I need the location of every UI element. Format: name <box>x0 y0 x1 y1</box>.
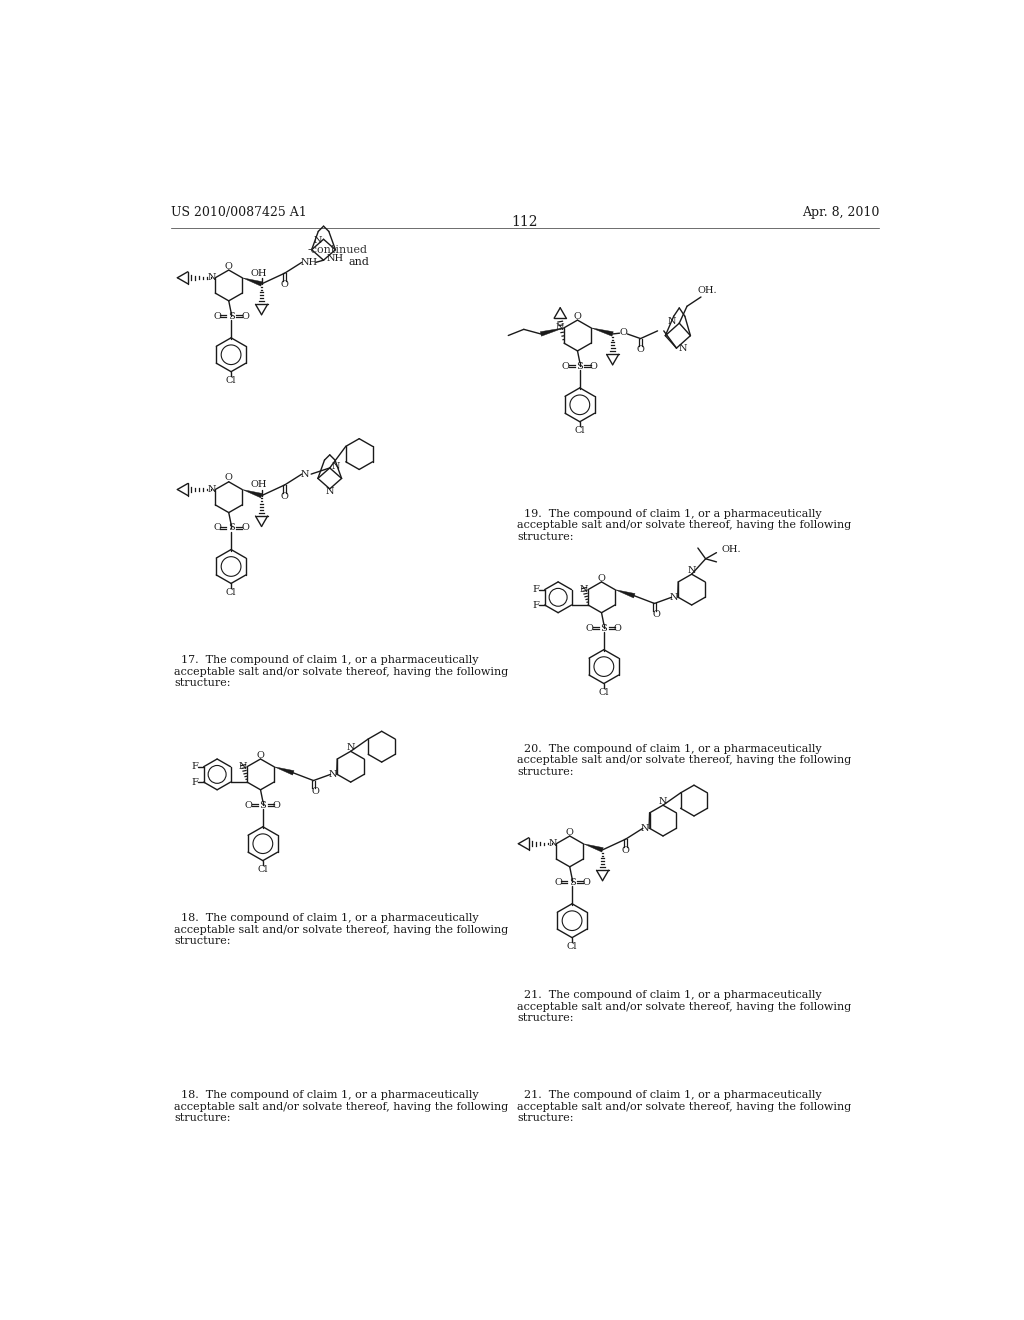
Text: N: N <box>556 323 564 333</box>
Text: and: and <box>348 257 370 268</box>
Text: O: O <box>573 312 582 321</box>
Text: Cl: Cl <box>599 688 609 697</box>
Text: 20.  The compound of claim 1, or a pharmaceutically
acceptable salt and/or solva: 20. The compound of claim 1, or a pharma… <box>517 743 851 776</box>
Text: N: N <box>207 484 216 494</box>
Text: O: O <box>311 787 318 796</box>
Text: F: F <box>531 601 539 610</box>
Text: 21.  The compound of claim 1, or a pharmaceutically
acceptable salt and/or solva: 21. The compound of claim 1, or a pharma… <box>517 1090 851 1123</box>
Text: O: O <box>620 327 628 337</box>
Text: S: S <box>600 623 607 632</box>
Polygon shape <box>541 327 564 337</box>
Text: O: O <box>213 312 221 321</box>
Text: 112: 112 <box>512 215 538 230</box>
Text: F: F <box>190 762 198 771</box>
Text: O: O <box>281 280 289 289</box>
Text: S: S <box>568 878 575 887</box>
Text: Cl: Cl <box>258 866 268 874</box>
Text: N: N <box>332 462 340 471</box>
Text: S: S <box>227 524 234 532</box>
Text: Cl: Cl <box>226 589 237 597</box>
Text: N: N <box>641 824 649 833</box>
Text: N: N <box>313 236 322 246</box>
Text: US 2010/0087425 A1: US 2010/0087425 A1 <box>171 206 306 219</box>
Text: N: N <box>346 743 355 752</box>
Text: N: N <box>548 840 557 849</box>
Text: O: O <box>598 574 605 582</box>
Text: O: O <box>652 610 659 619</box>
Text: N: N <box>687 566 696 574</box>
Text: N: N <box>329 770 337 779</box>
Text: S: S <box>227 312 234 321</box>
Text: 21.  The compound of claim 1, or a pharmaceutically
acceptable salt and/or solva: 21. The compound of claim 1, or a pharma… <box>517 990 851 1023</box>
Text: S: S <box>259 801 266 809</box>
Text: S: S <box>577 362 584 371</box>
Text: O: O <box>590 362 598 371</box>
Text: O: O <box>554 878 562 887</box>
Text: 19.  The compound of claim 1, or a pharmaceutically
acceptable salt and/or solva: 19. The compound of claim 1, or a pharma… <box>517 508 851 543</box>
Text: F: F <box>531 585 539 594</box>
Text: O: O <box>241 312 249 321</box>
Text: OH.: OH. <box>697 286 717 296</box>
Text: N: N <box>326 487 334 496</box>
Text: O: O <box>272 801 281 809</box>
Text: Cl: Cl <box>567 942 578 952</box>
Text: O: O <box>245 801 253 809</box>
Text: O: O <box>586 623 594 632</box>
Polygon shape <box>242 490 262 498</box>
Text: -continued: -continued <box>307 244 368 255</box>
Text: N: N <box>679 343 687 352</box>
Polygon shape <box>591 327 613 337</box>
Text: O: O <box>213 524 221 532</box>
Text: NH: NH <box>327 255 344 263</box>
Polygon shape <box>242 277 262 286</box>
Text: O: O <box>281 492 289 500</box>
Text: 18.  The compound of claim 1, or a pharmaceutically
acceptable salt and/or solva: 18. The compound of claim 1, or a pharma… <box>174 913 509 946</box>
Text: O: O <box>622 846 630 855</box>
Polygon shape <box>584 843 603 853</box>
Polygon shape <box>274 767 294 775</box>
Text: OH: OH <box>251 480 267 490</box>
Text: 18.  The compound of claim 1, or a pharmaceutically
acceptable salt and/or solva: 18. The compound of claim 1, or a pharma… <box>174 1090 509 1123</box>
Text: Cl: Cl <box>574 426 585 436</box>
Text: N: N <box>668 317 676 326</box>
Text: N: N <box>301 470 309 479</box>
Text: OH.: OH. <box>721 545 740 554</box>
Polygon shape <box>615 590 635 598</box>
Text: O: O <box>241 524 249 532</box>
Text: N: N <box>580 585 589 594</box>
Text: Cl: Cl <box>226 376 237 385</box>
Text: O: O <box>225 261 232 271</box>
Text: 17.  The compound of claim 1, or a pharmaceutically
acceptable salt and/or solva: 17. The compound of claim 1, or a pharma… <box>174 655 509 688</box>
Text: O: O <box>637 345 644 354</box>
Text: N: N <box>207 273 216 282</box>
Text: O: O <box>582 878 590 887</box>
Text: N: N <box>658 797 668 805</box>
Text: N: N <box>670 593 678 602</box>
Text: O: O <box>257 751 264 759</box>
Text: O: O <box>225 474 232 482</box>
Text: N: N <box>239 762 248 771</box>
Text: O: O <box>562 362 569 371</box>
Text: F: F <box>190 777 198 787</box>
Text: O: O <box>566 828 573 837</box>
Text: OH: OH <box>251 269 267 277</box>
Text: O: O <box>613 623 622 632</box>
Text: Apr. 8, 2010: Apr. 8, 2010 <box>802 206 879 219</box>
Text: NH: NH <box>301 257 318 267</box>
